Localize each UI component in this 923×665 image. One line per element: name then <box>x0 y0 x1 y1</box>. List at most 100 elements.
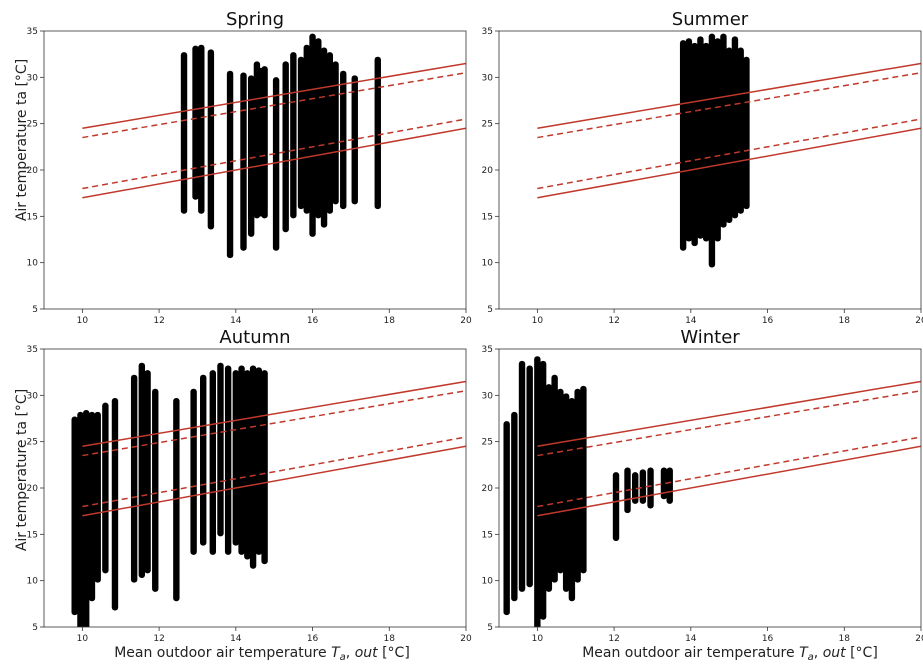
comfort-line-dashed-upper <box>82 71 466 139</box>
y-tick-label: 25 <box>27 438 38 448</box>
scatter-cluster <box>71 416 78 616</box>
scatter-cluster <box>261 370 268 565</box>
scatter-cluster <box>173 397 180 602</box>
y-tick-label: 15 <box>482 212 493 222</box>
y-tick-label: 20 <box>482 166 494 176</box>
scatter-cluster <box>217 362 224 537</box>
scatter-cluster <box>272 77 280 251</box>
scatter-cluster <box>697 36 704 239</box>
comfort-lines <box>537 380 921 517</box>
y-tick-label: 25 <box>482 120 493 130</box>
scatter-cluster <box>731 36 739 219</box>
scatter-cluster <box>152 388 159 592</box>
scatter-cluster <box>351 75 358 205</box>
y-tick-label: 15 <box>27 212 38 222</box>
comfort-line-dashed-lower <box>82 118 466 190</box>
scatter-cluster <box>660 467 668 500</box>
scatter-cluster <box>144 370 151 574</box>
y-tick-label: 35 <box>27 27 38 37</box>
y-tick-label: 20 <box>27 484 39 494</box>
scatter-cluster <box>326 52 334 214</box>
scatter-cluster <box>720 33 727 228</box>
scatter-points <box>180 33 381 259</box>
scatter-cluster <box>562 393 570 592</box>
scatter-cluster <box>743 56 750 210</box>
x-tick-label: 14 <box>230 316 242 326</box>
comfort-line-dashed-lower <box>82 436 466 508</box>
scatter-cluster <box>320 47 328 228</box>
y-tick-label: 20 <box>482 484 494 494</box>
comfort-line-dashed-lower <box>537 118 921 190</box>
subplot-title: Summer <box>672 9 749 30</box>
y-tick-label: 20 <box>27 166 39 176</box>
scatter-cluster <box>290 52 297 219</box>
x-tick-label: 18 <box>839 316 851 326</box>
scatter-cluster <box>224 365 232 555</box>
scatter-cluster <box>332 61 339 205</box>
scatter-cluster <box>315 38 322 219</box>
scatter-cluster <box>190 388 197 555</box>
x-tick-label: 12 <box>608 634 619 644</box>
scatter-cluster <box>574 388 581 583</box>
comfort-line-solid-upper <box>537 380 921 448</box>
x-tick-label: 16 <box>307 316 319 326</box>
scatter-cluster <box>702 42 710 242</box>
scatter-cluster <box>249 365 257 569</box>
x-tick-label: 12 <box>153 634 164 644</box>
scatter-cluster <box>88 411 96 602</box>
y-tick-label: 35 <box>482 27 493 37</box>
y-tick-label: 30 <box>482 73 494 83</box>
y-tick-label: 5 <box>487 623 493 633</box>
scatter-cluster <box>340 70 347 210</box>
scatter-points <box>679 33 750 268</box>
scatter-cluster <box>647 467 654 509</box>
x-tick-label: 16 <box>762 634 774 644</box>
comfort-line-solid-lower <box>82 445 466 517</box>
comfort-line-dashed-upper <box>82 389 466 457</box>
scatter-cluster <box>518 360 526 592</box>
y-tick-label: 35 <box>482 345 493 355</box>
scatter-cluster <box>180 52 188 214</box>
scatter-cluster <box>247 75 255 237</box>
subplot-summer: 10 12 14 16 18 20 5 10 15 20 25 30 35 Summer <box>482 9 923 326</box>
y-tick-label: 30 <box>482 391 494 401</box>
scatter-cluster <box>580 385 587 574</box>
comfort-lines <box>82 62 466 199</box>
scatter-cluster <box>138 362 146 579</box>
x-tick-label: 10 <box>77 634 89 644</box>
scatter-cluster <box>238 365 245 555</box>
y-tick-label: 15 <box>27 530 38 540</box>
scatter-cluster <box>77 411 84 627</box>
comfort-line-solid-lower <box>537 445 921 517</box>
scatter-cluster <box>282 61 289 233</box>
comfort-lines <box>537 62 921 199</box>
scatter-cluster <box>557 388 564 574</box>
y-tick-label: 10 <box>482 577 494 587</box>
x-tick-label: 18 <box>839 634 851 644</box>
x-tick-label: 12 <box>153 316 164 326</box>
subplot-title: Autumn <box>219 327 290 348</box>
scatter-cluster <box>685 38 693 242</box>
y-tick-label: 30 <box>27 73 39 83</box>
subplot-autumn: 10 12 14 16 18 20 5 10 15 20 25 30 35 Autumn <box>27 327 472 644</box>
y-axis-label-top: Air temperature ta [°C] <box>14 59 30 221</box>
scatter-cluster <box>255 367 263 555</box>
scatter-cluster <box>737 47 744 214</box>
scatter-cluster <box>639 469 647 504</box>
y-tick-label: 5 <box>32 305 38 315</box>
scatter-cluster <box>503 421 510 616</box>
x-tick-label: 18 <box>384 316 396 326</box>
y-tick-label: 15 <box>482 530 493 540</box>
subplot-spring: 10 12 14 16 18 20 5 10 15 20 25 30 35 Spring <box>27 9 472 326</box>
scatter-cluster <box>198 44 205 214</box>
x-tick-label: 10 <box>532 634 544 644</box>
comfort-line-dashed-lower <box>537 436 921 508</box>
x-tick-label: 20 <box>915 316 923 326</box>
y-tick-label: 30 <box>27 391 39 401</box>
comfort-line-dashed-upper <box>537 389 921 457</box>
x-axis-label-left: Mean outdoor air temperature Ta, out [°C… <box>114 645 410 663</box>
scatter-cluster <box>539 360 547 620</box>
x-tick-label: 12 <box>608 316 619 326</box>
subplot-title: Winter <box>680 327 740 348</box>
